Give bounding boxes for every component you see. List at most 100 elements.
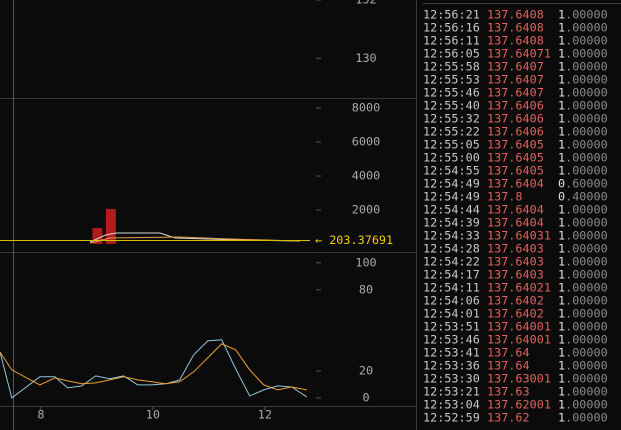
trade-price: 137.6408 — [487, 34, 544, 48]
trade-time: 12:54:33 — [423, 229, 480, 243]
trade-amount-int: 1 — [558, 359, 565, 373]
trade-amount-frac: .00000 — [565, 333, 608, 347]
trade-amount-frac: .00000 — [565, 125, 608, 139]
trade-amount-int: 1 — [558, 385, 565, 399]
trade-time: 12:54:22 — [423, 255, 480, 269]
trade-time: 12:56:11 — [423, 34, 480, 48]
y-tick-label: 6000 — [352, 135, 380, 149]
trade-time: 12:55:05 — [423, 138, 480, 152]
indicator-line — [0, 343, 307, 391]
trade-amount-int: 1 — [558, 60, 565, 74]
trade-amount-int: 1 — [558, 242, 565, 256]
trade-time: 12:54:01 — [423, 307, 480, 321]
volume-average-line — [89, 232, 301, 243]
trade-price: 137.64 — [487, 346, 530, 360]
trade-amount-int: 1 — [558, 333, 565, 347]
x-tick-label: 8 — [37, 408, 44, 422]
trade-time: 12:52:59 — [423, 411, 480, 425]
indicator-line — [0, 339, 308, 399]
trade-price: 137.6405 — [487, 164, 544, 178]
trade-price: 137.6407 — [487, 73, 544, 87]
trade-price: 137.6405 — [487, 151, 544, 165]
trade-time: 12:55:40 — [423, 99, 480, 113]
trade-time: 12:56:21 — [423, 8, 480, 22]
trade-amount-int: 1 — [558, 21, 565, 35]
trade-price: 137.6403 — [487, 268, 544, 282]
trade-amount-int: 1 — [558, 398, 565, 412]
trade-amount-frac: .00000 — [565, 320, 608, 334]
trade-amount-frac: .00000 — [565, 8, 608, 22]
trade-amount-int: 1 — [558, 372, 565, 386]
trade-time: 12:55:46 — [423, 86, 480, 100]
volume-average-line — [89, 236, 301, 244]
trade-time: 12:55:58 — [423, 60, 480, 74]
trade-amount-frac: .00000 — [565, 372, 608, 386]
trade-amount-int: 1 — [558, 216, 565, 230]
trade-amount-frac: .00000 — [565, 99, 608, 113]
trade-amount-frac: .00000 — [565, 346, 608, 360]
trade-price: 137.6404 — [487, 177, 544, 191]
trade-amount-int: 1 — [558, 229, 565, 243]
trade-time: 12:55:00 — [423, 151, 480, 165]
trade-time: 12:54:55 — [423, 164, 480, 178]
trade-time: 12:53:36 — [423, 359, 480, 373]
trade-time: 12:53:46 — [423, 333, 480, 347]
trade-time: 12:56:16 — [423, 21, 480, 35]
current-value-label: ← 203.37691 — [315, 233, 393, 247]
trade-price: 137.64021 — [487, 281, 551, 295]
trade-time: 12:55:32 — [423, 112, 480, 126]
trade-price: 137.6402 — [487, 294, 544, 308]
trade-price: 137.6406 — [487, 112, 544, 126]
trade-amount-frac: .00000 — [565, 294, 608, 308]
trade-price: 137.6407 — [487, 86, 544, 100]
volume-bar — [105, 208, 116, 245]
trade-time: 12:54:28 — [423, 242, 480, 256]
trade-amount-frac: .00000 — [565, 138, 608, 152]
trade-amount-int: 1 — [558, 47, 565, 61]
trade-time: 12:54:44 — [423, 203, 480, 217]
trade-amount-frac: .00000 — [565, 398, 608, 412]
trade-amount-int: 1 — [558, 281, 565, 295]
trade-price: 137.64 — [487, 359, 530, 373]
trade-time: 12:56:05 — [423, 47, 480, 61]
y-tick-label: 2000 — [352, 203, 380, 217]
trade-time: 12:53:04 — [423, 398, 480, 412]
trade-time: 12:54:49 — [423, 177, 480, 191]
trade-time: 12:55:53 — [423, 73, 480, 87]
y-tick-label: 152 — [355, 0, 376, 7]
trade-amount-frac: .00000 — [565, 229, 608, 243]
trade-price: 137.6407 — [487, 60, 544, 74]
trade-time: 12:55:22 — [423, 125, 480, 139]
trade-amount-frac: .60000 — [565, 177, 608, 191]
trade-price: 137.64001 — [487, 333, 551, 347]
y-tick-label: 100 — [355, 255, 376, 269]
trade-time: 12:54:17 — [423, 268, 480, 282]
trade-amount-int: 1 — [558, 255, 565, 269]
trade-amount-int: 0 — [558, 190, 565, 204]
trade-price: 137.6402 — [487, 307, 544, 321]
trade-amount-int: 1 — [558, 99, 565, 113]
trade-price: 137.64031 — [487, 229, 551, 243]
trade-amount-frac: .00000 — [565, 47, 608, 61]
trade-time: 12:54:11 — [423, 281, 480, 295]
trade-amount-int: 1 — [558, 164, 565, 178]
trade-amount-int: 1 — [558, 203, 565, 217]
trade-amount-int: 1 — [558, 320, 565, 334]
trade-price: 137.64001 — [487, 320, 551, 334]
y-tick-label: 20 — [359, 363, 373, 377]
trade-price: 137.6403 — [487, 255, 544, 269]
y-tick-label: 130 — [355, 51, 376, 65]
trade-amount-frac: .00000 — [565, 216, 608, 230]
trade-amount-int: 1 — [558, 307, 565, 321]
trade-amount-int: 1 — [558, 73, 565, 87]
trade-price: 137.62 — [487, 411, 530, 425]
trade-amount-frac: .00000 — [565, 255, 608, 269]
trade-price: 137.6408 — [487, 8, 544, 22]
trade-amount-frac: .00000 — [565, 151, 608, 165]
trade-price: 137.6406 — [487, 125, 544, 139]
trade-price: 137.6403 — [487, 242, 544, 256]
y-tick-label: 0 — [362, 390, 369, 404]
x-tick-label: 10 — [146, 408, 160, 422]
